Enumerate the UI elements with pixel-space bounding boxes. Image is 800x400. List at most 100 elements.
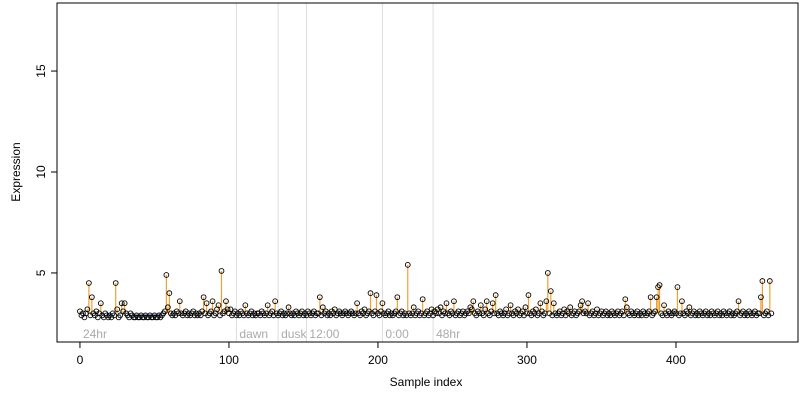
point (550, 300, 557, 307)
point (223, 298, 229, 305)
point (215, 302, 222, 309)
point (465, 310, 472, 317)
point (734, 308, 740, 315)
point (97, 300, 104, 307)
point (121, 300, 128, 307)
point (768, 310, 775, 317)
point (166, 290, 173, 296)
point (117, 312, 124, 319)
point (118, 300, 125, 307)
annotation: dusk (281, 327, 307, 341)
point (483, 298, 490, 305)
point (585, 300, 591, 307)
annotation: 12:00 (309, 327, 339, 341)
y-tick-label: 10 (34, 165, 48, 179)
point (525, 292, 532, 299)
point (470, 298, 477, 305)
point (506, 310, 512, 317)
y-tick-label: 5 (34, 269, 48, 276)
annotation: 0:00 (385, 327, 409, 341)
point (766, 278, 773, 284)
point (114, 306, 121, 313)
point (647, 294, 654, 301)
point (175, 310, 182, 317)
x-tick-label: 300 (517, 353, 537, 367)
point (503, 306, 509, 313)
point (515, 306, 521, 313)
point (209, 298, 216, 305)
point (84, 306, 91, 313)
point (735, 298, 742, 305)
point (482, 306, 489, 313)
point (567, 304, 574, 311)
y-axis-label: Expression (9, 142, 23, 201)
point (533, 306, 539, 313)
point (331, 306, 338, 313)
point (316, 294, 323, 301)
point (373, 292, 380, 299)
point (361, 306, 368, 313)
point (579, 298, 585, 305)
point (661, 302, 667, 309)
y-tick-label: 15 (34, 64, 48, 78)
point (200, 294, 207, 301)
point (165, 304, 171, 311)
x-tick-label: 200 (368, 353, 388, 367)
point (489, 300, 496, 307)
point (477, 302, 484, 309)
x-tick-label: 0 (77, 353, 84, 367)
point (756, 310, 763, 317)
point (367, 290, 374, 296)
point (646, 308, 652, 315)
point (522, 304, 529, 311)
point (674, 284, 681, 290)
annotation: 24hr (83, 327, 107, 341)
point (759, 278, 766, 284)
point (653, 294, 660, 301)
point (208, 308, 214, 315)
point (392, 308, 399, 315)
point (468, 306, 475, 313)
point (443, 300, 450, 307)
point (89, 294, 95, 301)
point (394, 294, 401, 301)
point (163, 272, 170, 278)
point (203, 300, 210, 307)
annotation: dawn (239, 327, 268, 341)
point (437, 304, 444, 311)
point (319, 304, 326, 311)
point (679, 298, 685, 305)
point (620, 312, 627, 319)
point (677, 310, 684, 317)
point (379, 300, 386, 307)
point (547, 288, 554, 294)
point (576, 308, 582, 315)
point (442, 310, 448, 317)
point (623, 304, 630, 311)
point (354, 300, 360, 307)
point (218, 268, 225, 274)
point (507, 302, 514, 309)
point (410, 304, 417, 311)
point (758, 294, 764, 301)
point (492, 292, 499, 299)
point (264, 302, 271, 309)
point (112, 280, 119, 286)
x-tick-label: 400 (666, 353, 686, 367)
point (419, 296, 426, 303)
point (543, 298, 550, 305)
point (524, 310, 530, 317)
point (476, 310, 483, 317)
point (594, 306, 600, 313)
point (686, 304, 693, 311)
point (656, 282, 663, 288)
point (86, 280, 92, 286)
point (162, 308, 168, 315)
point (352, 310, 359, 317)
point (622, 296, 629, 303)
point (284, 310, 290, 317)
point (451, 298, 457, 305)
point (227, 306, 234, 313)
point (176, 298, 183, 305)
